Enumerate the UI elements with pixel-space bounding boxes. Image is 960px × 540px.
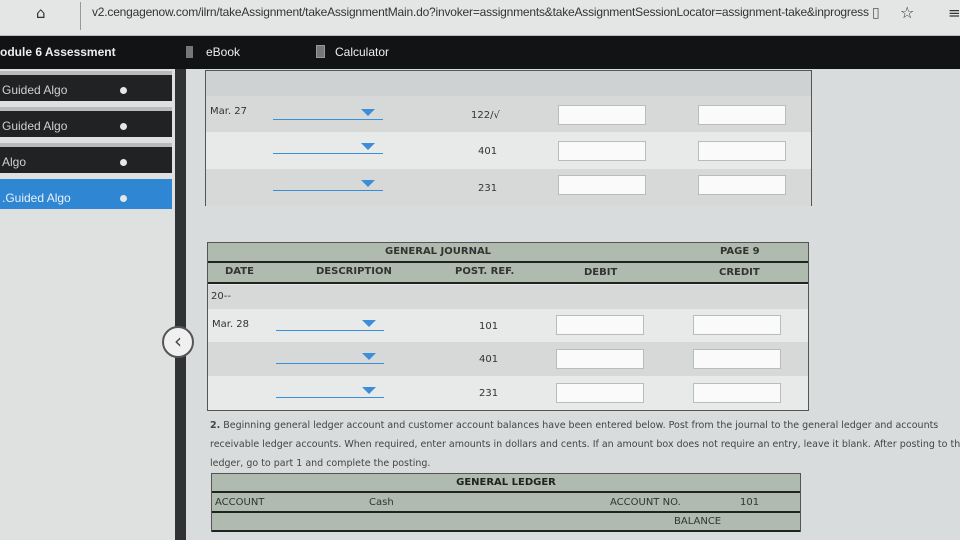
step-number: 2.	[210, 420, 221, 431]
table-row: 231	[206, 169, 811, 206]
account-no: 101	[740, 497, 760, 508]
book-icon	[186, 46, 193, 58]
journal-title: GENERAL JOURNAL	[385, 246, 492, 257]
credit-input[interactable]	[698, 175, 786, 195]
calculator-icon	[316, 45, 325, 58]
credit-input[interactable]	[693, 383, 781, 403]
debit-input[interactable]	[556, 315, 644, 335]
debit-input[interactable]	[556, 383, 644, 403]
debit-input[interactable]	[556, 349, 644, 369]
collapse-sidebar-button[interactable]: ‹	[162, 326, 194, 358]
menu-icon[interactable]: ≡	[948, 4, 960, 22]
table-row: Mar. 27 122/√	[206, 96, 811, 132]
table-row: Mar. 28 101	[208, 309, 808, 342]
description-dropdown[interactable]	[276, 384, 384, 398]
divider	[80, 2, 81, 30]
instructions: 2. Beginning general ledger account and …	[210, 416, 960, 473]
post-ref-cell: 401	[479, 354, 499, 365]
post-ref-cell: 401	[478, 146, 498, 157]
status-dot	[120, 159, 127, 166]
account-row: ACCOUNT Cash ACCOUNT NO. 101	[212, 493, 800, 513]
sidebar-item-label: Algo	[2, 155, 27, 169]
table-row	[206, 71, 811, 96]
page-number: PAGE 9	[720, 246, 760, 257]
column-header: DEBIT	[584, 267, 618, 278]
column-header-row: DATE DESCRIPTION POST. REF. DEBIT CREDIT	[208, 263, 808, 284]
address-bar[interactable]: v2.cengagenow.com/ilrn/takeAssignment/ta…	[92, 5, 869, 19]
instructions-text: Beginning general ledger account and cus…	[210, 420, 960, 469]
account-no-label: ACCOUNT NO.	[610, 497, 681, 508]
column-header: POST. REF.	[455, 266, 515, 277]
column-header: DATE	[225, 266, 254, 277]
app-header: odule 6 Assessment eBook Calculator	[0, 36, 960, 69]
journal-table-1: Mar. 27 122/√ 401 231	[205, 70, 812, 206]
sidebar-item-label: .Guided Algo	[2, 191, 71, 205]
account-name: Cash	[369, 497, 394, 508]
credit-input[interactable]	[698, 105, 786, 125]
status-dot	[120, 195, 127, 202]
ledger-title-row: GENERAL LEDGER	[212, 474, 800, 493]
reading-view-icon[interactable]: ▯	[872, 5, 880, 21]
debit-input[interactable]	[558, 141, 646, 161]
general-journal-table: GENERAL JOURNAL PAGE 9 DATE DESCRIPTION …	[207, 242, 809, 411]
description-dropdown[interactable]	[273, 140, 383, 154]
status-dot	[120, 87, 127, 94]
sidebar-item[interactable]: Guided Algo	[0, 71, 172, 101]
balance-row: BALANCE	[212, 513, 800, 532]
credit-input[interactable]	[693, 315, 781, 335]
general-ledger-table: GENERAL LEDGER ACCOUNT Cash ACCOUNT NO. …	[211, 473, 801, 532]
balance-label: BALANCE	[674, 516, 722, 527]
description-dropdown[interactable]	[273, 177, 383, 191]
calculator-link[interactable]: Calculator	[335, 45, 390, 59]
date-cell: Mar. 28	[212, 319, 250, 330]
sidebar-divider	[175, 69, 186, 540]
year-cell: 20--	[211, 291, 231, 302]
table-row: 20--	[208, 285, 808, 309]
status-dot	[120, 123, 127, 130]
table-row: 231	[208, 376, 808, 410]
account-label: ACCOUNT	[215, 497, 265, 508]
sidebar-item-active[interactable]: .Guided Algo	[0, 179, 172, 209]
description-dropdown[interactable]	[273, 106, 383, 120]
browser-toolbar: ⌂ v2.cengagenow.com/ilrn/takeAssignment/…	[0, 0, 960, 36]
table-row: 401	[208, 342, 808, 376]
column-header: CREDIT	[719, 267, 760, 278]
home-icon[interactable]: ⌂	[36, 4, 46, 22]
ebook-link[interactable]: eBook	[206, 45, 241, 59]
sidebar-item-label: Guided Algo	[2, 83, 68, 97]
journal-title-row: GENERAL JOURNAL PAGE 9	[208, 243, 808, 263]
credit-input[interactable]	[698, 141, 786, 161]
chevron-left-icon: ‹	[174, 329, 182, 353]
sidebar: Guided Algo Guided Algo Algo .Guided Alg…	[0, 69, 175, 540]
credit-input[interactable]	[693, 349, 781, 369]
debit-input[interactable]	[558, 175, 646, 195]
post-ref-cell: 101	[479, 321, 499, 332]
sidebar-item-label: Guided Algo	[2, 119, 68, 133]
description-dropdown[interactable]	[276, 317, 384, 331]
post-ref-cell: 231	[478, 183, 498, 194]
description-dropdown[interactable]	[276, 350, 384, 364]
post-ref-cell: 122/√	[471, 110, 500, 121]
sidebar-item[interactable]: Guided Algo	[0, 107, 172, 137]
table-row: 401	[206, 132, 811, 169]
debit-input[interactable]	[558, 105, 646, 125]
column-header: DESCRIPTION	[316, 266, 392, 277]
post-ref-cell: 231	[479, 388, 499, 399]
assessment-title: odule 6 Assessment	[0, 45, 116, 59]
ledger-title: GENERAL LEDGER	[456, 477, 556, 488]
sidebar-item[interactable]: Algo	[0, 143, 172, 173]
star-icon[interactable]: ☆	[900, 3, 915, 22]
date-cell: Mar. 27	[210, 106, 248, 117]
